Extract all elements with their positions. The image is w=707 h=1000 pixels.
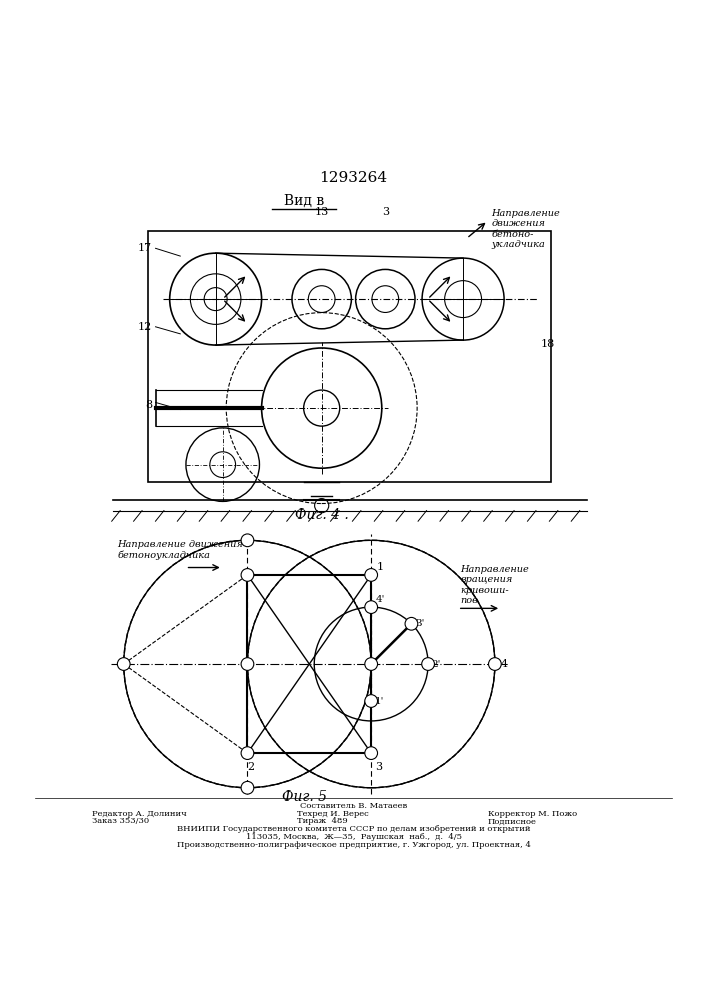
Text: 1': 1': [375, 697, 384, 706]
Text: Фиг. 4 .: Фиг. 4 .: [295, 508, 349, 522]
Circle shape: [489, 658, 501, 670]
Text: 1: 1: [377, 562, 384, 572]
Circle shape: [241, 781, 254, 794]
Text: Вид в: Вид в: [284, 194, 324, 208]
Text: 3: 3: [382, 207, 389, 217]
Circle shape: [405, 617, 418, 630]
Circle shape: [365, 658, 378, 670]
Text: Направление
движения
бетоно-
укладчика: Направление движения бетоно- укладчика: [491, 209, 560, 249]
Text: Подписное: Подписное: [488, 817, 537, 825]
Text: Техред И. Верес: Техред И. Верес: [297, 810, 368, 818]
Text: 17: 17: [138, 243, 152, 253]
Circle shape: [365, 601, 378, 613]
Text: Заказ 353/30: Заказ 353/30: [92, 817, 149, 825]
Bar: [148, 231, 551, 482]
Text: Направление движения
бетоноукладчика: Направление движения бетоноукладчика: [117, 540, 243, 560]
Circle shape: [117, 658, 130, 670]
Text: Производственно-полиграфическое предприятие, г. Ужгород, ул. Проектная, 4: Производственно-полиграфическое предприя…: [177, 841, 530, 849]
Text: Направление
вращения
кривоши-
пов: Направление вращения кривоши- пов: [460, 565, 529, 605]
Text: 18: 18: [541, 339, 555, 349]
Circle shape: [315, 499, 329, 513]
Text: 1293264: 1293264: [320, 171, 387, 185]
Circle shape: [365, 747, 378, 759]
Text: 113035, Москва,  Ж—35,  Раушская  наб.,  д.  4/5: 113035, Москва, Ж—35, Раушская наб., д. …: [245, 833, 462, 841]
Text: 12: 12: [138, 322, 152, 332]
Text: 2: 2: [247, 762, 255, 772]
Text: 2': 2': [431, 660, 441, 669]
Text: ВНИИПИ Государственного комитета СССР по делам изобретений и открытий: ВНИИПИ Государственного комитета СССР по…: [177, 825, 530, 833]
Text: Корректор М. Пожо: Корректор М. Пожо: [488, 810, 577, 818]
Text: Тираж  489: Тираж 489: [297, 817, 348, 825]
Text: Редактор А. Долинич: Редактор А. Долинич: [92, 810, 187, 818]
Circle shape: [241, 534, 254, 547]
Text: Фиг. 5: Фиг. 5: [281, 790, 327, 804]
Text: 4: 4: [501, 659, 508, 669]
Circle shape: [241, 658, 254, 670]
Text: 13: 13: [315, 207, 329, 217]
Text: 3': 3': [415, 619, 424, 628]
Circle shape: [241, 747, 254, 759]
Circle shape: [421, 658, 434, 670]
Text: 4': 4': [375, 595, 385, 604]
Text: 3: 3: [375, 762, 382, 772]
Circle shape: [365, 569, 378, 581]
Circle shape: [241, 569, 254, 581]
Text: Составитель В. Матаеев: Составитель В. Матаеев: [300, 802, 407, 810]
Circle shape: [365, 695, 378, 707]
Text: 8: 8: [145, 400, 152, 410]
